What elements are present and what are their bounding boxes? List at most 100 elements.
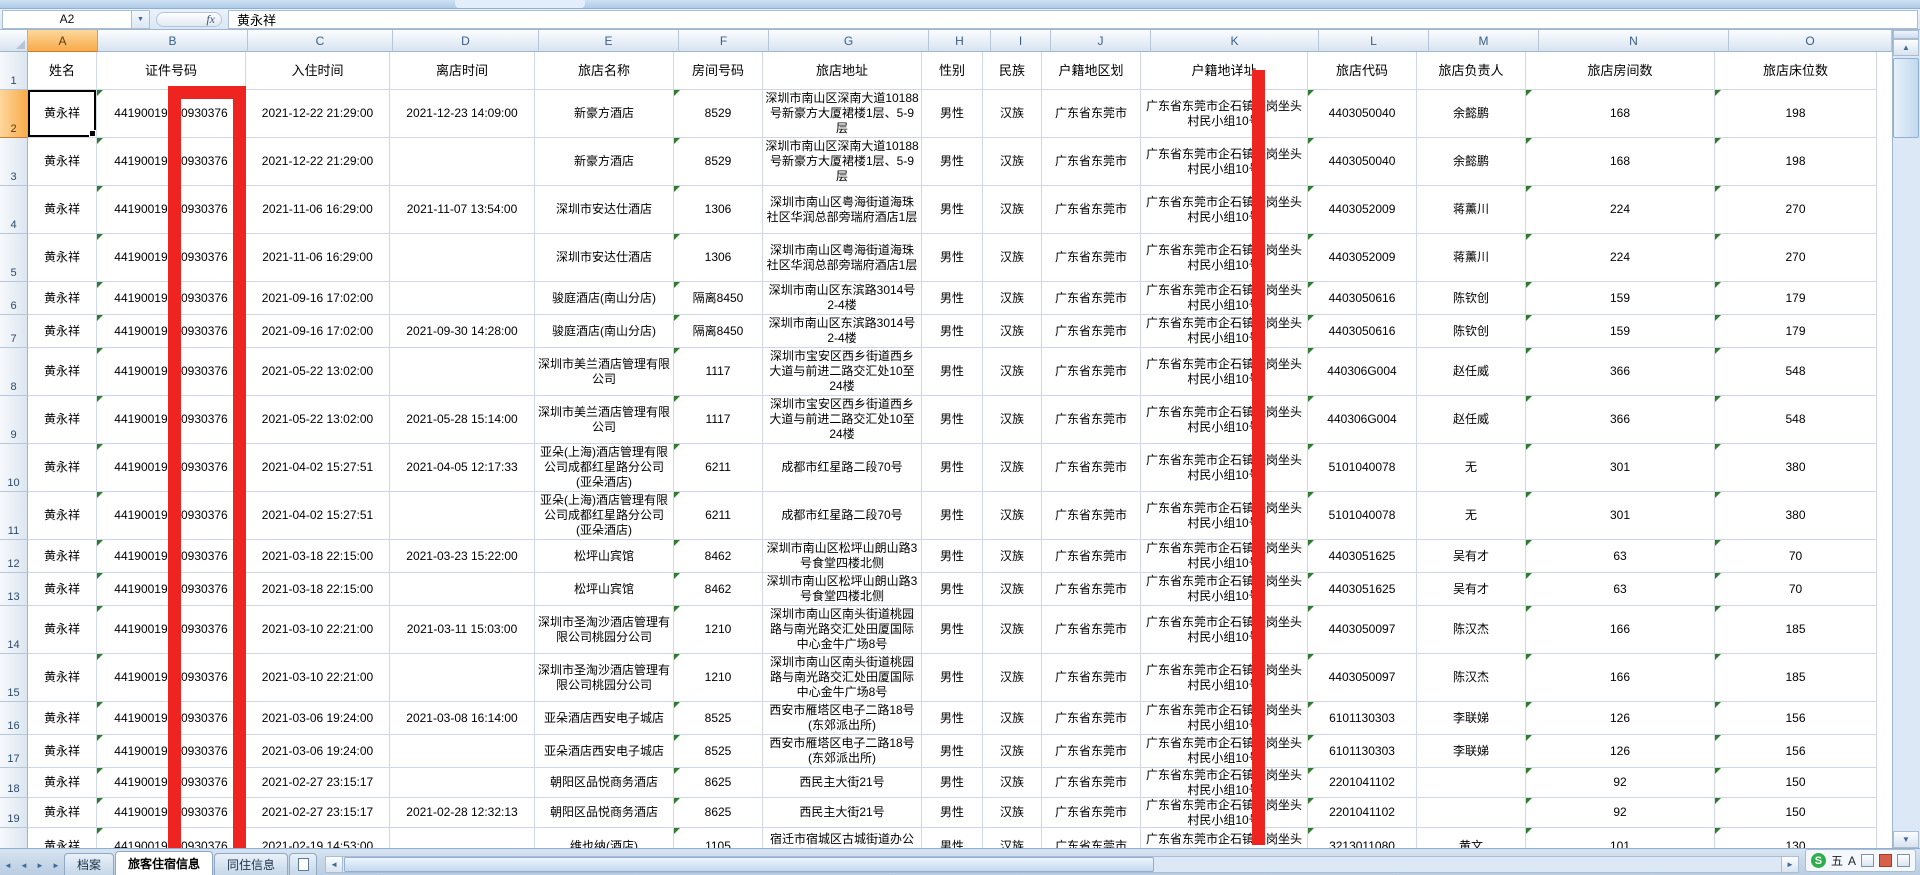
cell-G17[interactable]: 西安市雁塔区电子二路18号(东郊派出所) xyxy=(763,735,922,768)
cell-F5[interactable]: 1306 xyxy=(674,234,763,282)
cell-J16[interactable]: 广东省东莞市 xyxy=(1042,702,1141,735)
cell-M4[interactable]: 蒋薰川 xyxy=(1417,186,1526,234)
cell-M5[interactable]: 蒋薰川 xyxy=(1417,234,1526,282)
cell-O19[interactable]: 150 xyxy=(1715,798,1877,828)
cell-D19[interactable]: 2021-02-28 12:32:13 xyxy=(390,798,535,828)
cell-G11[interactable]: 成都市红星路二段70号 xyxy=(763,492,922,540)
name-box-dropdown-icon[interactable]: ▼ xyxy=(132,9,150,29)
cell-D11[interactable] xyxy=(390,492,535,540)
cell-C6[interactable]: 2021-09-16 17:02:00 xyxy=(246,282,390,315)
row-header-20[interactable]: 20 xyxy=(0,828,28,848)
column-header-I[interactable]: I xyxy=(991,30,1051,52)
cell-K16[interactable]: 广东省东莞市企石镇铁岗坐头村民小组10号 xyxy=(1141,702,1308,735)
cell-N14[interactable]: 166 xyxy=(1526,606,1715,654)
cell-J10[interactable]: 广东省东莞市 xyxy=(1042,444,1141,492)
column-header-J[interactable]: J xyxy=(1051,30,1151,52)
row-header-18[interactable]: 18 xyxy=(0,768,28,798)
cell-E8[interactable]: 深圳市美兰酒店管理有限公司 xyxy=(535,348,674,396)
header-cell-A1[interactable]: 姓名 xyxy=(28,52,97,90)
cell-A10[interactable]: 黄永祥 xyxy=(28,444,97,492)
cell-B8[interactable]: 44190019900930376 xyxy=(97,348,246,396)
cell-C17[interactable]: 2021-03-06 19:24:00 xyxy=(246,735,390,768)
cell-C20[interactable]: 2021-02-19 14:53:00 xyxy=(246,828,390,848)
cell-E18[interactable]: 朝阳区品悦商务酒店 xyxy=(535,768,674,798)
scroll-up-arrow-icon[interactable]: ▲ xyxy=(1893,39,1919,56)
cell-E20[interactable]: 维也纳(酒店) xyxy=(535,828,674,848)
cell-G3[interactable]: 深圳市南山区深南大道10188号新豪方大厦裙楼1层、5-9层 xyxy=(763,138,922,186)
cell-H2[interactable]: 男性 xyxy=(922,90,983,138)
cell-N10[interactable]: 301 xyxy=(1526,444,1715,492)
cell-L9[interactable]: 440306G004 xyxy=(1308,396,1417,444)
cell-K8[interactable]: 广东省东莞市企石镇铁岗坐头村民小组10号 xyxy=(1141,348,1308,396)
cell-A4[interactable]: 黄永祥 xyxy=(28,186,97,234)
cell-G5[interactable]: 深圳市南山区粤海街道海珠社区华润总部旁瑞府酒店1层 xyxy=(763,234,922,282)
cell-J18[interactable]: 广东省东莞市 xyxy=(1042,768,1141,798)
cell-E16[interactable]: 亚朵酒店西安电子城店 xyxy=(535,702,674,735)
cell-L20[interactable]: 3213011080 xyxy=(1308,828,1417,848)
cell-N11[interactable]: 301 xyxy=(1526,492,1715,540)
cell-H3[interactable]: 男性 xyxy=(922,138,983,186)
cell-I2[interactable]: 汉族 xyxy=(983,90,1042,138)
cell-M8[interactable]: 赵任威 xyxy=(1417,348,1526,396)
cell-O13[interactable]: 70 xyxy=(1715,573,1877,606)
cell-J3[interactable]: 广东省东莞市 xyxy=(1042,138,1141,186)
cell-K7[interactable]: 广东省东莞市企石镇铁岗坐头村民小组10号 xyxy=(1141,315,1308,348)
column-header-A[interactable]: A xyxy=(28,30,98,52)
cell-H12[interactable]: 男性 xyxy=(922,540,983,573)
cell-I7[interactable]: 汉族 xyxy=(983,315,1042,348)
vertical-scrollbar[interactable]: ▲ ▼ xyxy=(1892,30,1920,848)
cell-H4[interactable]: 男性 xyxy=(922,186,983,234)
header-cell-H1[interactable]: 性别 xyxy=(922,52,983,90)
cell-K14[interactable]: 广东省东莞市企石镇铁岗坐头村民小组10号 xyxy=(1141,606,1308,654)
cell-F11[interactable]: 6211 xyxy=(674,492,763,540)
cell-N3[interactable]: 168 xyxy=(1526,138,1715,186)
cell-D15[interactable] xyxy=(390,654,535,702)
cell-I11[interactable]: 汉族 xyxy=(983,492,1042,540)
scroll-down-arrow-icon[interactable]: ▼ xyxy=(1893,831,1919,848)
cell-M12[interactable]: 吴有才 xyxy=(1417,540,1526,573)
cell-L5[interactable]: 4403052009 xyxy=(1308,234,1417,282)
cell-C8[interactable]: 2021-05-22 13:02:00 xyxy=(246,348,390,396)
cell-N8[interactable]: 366 xyxy=(1526,348,1715,396)
cell-A16[interactable]: 黄永祥 xyxy=(28,702,97,735)
cell-A2[interactable]: 黄永祥 xyxy=(28,90,97,138)
scroll-right-arrow-icon[interactable]: ► xyxy=(1780,857,1798,872)
cell-B14[interactable]: 44190019900930376 xyxy=(97,606,246,654)
cell-D9[interactable]: 2021-05-28 15:14:00 xyxy=(390,396,535,444)
cell-H16[interactable]: 男性 xyxy=(922,702,983,735)
cell-E6[interactable]: 骏庭酒店(南山分店) xyxy=(535,282,674,315)
cell-H10[interactable]: 男性 xyxy=(922,444,983,492)
cell-J7[interactable]: 广东省东莞市 xyxy=(1042,315,1141,348)
cell-G20[interactable]: 宿迁市宿城区古城街道办公大楼(地上北二层) xyxy=(763,828,922,848)
row-header-1[interactable]: 1 xyxy=(0,52,28,90)
cell-A6[interactable]: 黄永祥 xyxy=(28,282,97,315)
cell-A7[interactable]: 黄永祥 xyxy=(28,315,97,348)
cell-E12[interactable]: 松坪山宾馆 xyxy=(535,540,674,573)
cell-B3[interactable]: 44190019900930376 xyxy=(97,138,246,186)
ime-wubi-mode[interactable]: 五 xyxy=(1830,854,1843,868)
header-cell-C1[interactable]: 入住时间 xyxy=(246,52,390,90)
cell-O6[interactable]: 179 xyxy=(1715,282,1877,315)
cell-H18[interactable]: 男性 xyxy=(922,768,983,798)
cell-M6[interactable]: 陈钦创 xyxy=(1417,282,1526,315)
cell-G2[interactable]: 深圳市南山区深南大道10188号新豪方大厦裙楼1层、5-9层 xyxy=(763,90,922,138)
cell-I3[interactable]: 汉族 xyxy=(983,138,1042,186)
cell-F17[interactable]: 8525 xyxy=(674,735,763,768)
cell-F15[interactable]: 1210 xyxy=(674,654,763,702)
cell-O4[interactable]: 270 xyxy=(1715,186,1877,234)
next-sheet-arrow-icon[interactable]: ► xyxy=(36,860,44,870)
cell-I6[interactable]: 汉族 xyxy=(983,282,1042,315)
cell-N7[interactable]: 159 xyxy=(1526,315,1715,348)
cell-B6[interactable]: 44190019900930376 xyxy=(97,282,246,315)
cell-L2[interactable]: 4403050040 xyxy=(1308,90,1417,138)
cell-K4[interactable]: 广东省东莞市企石镇铁岗坐头村民小组10号 xyxy=(1141,186,1308,234)
cell-H17[interactable]: 男性 xyxy=(922,735,983,768)
cell-B16[interactable]: 44190019900930376 xyxy=(97,702,246,735)
cell-O3[interactable]: 198 xyxy=(1715,138,1877,186)
cell-L16[interactable]: 6101130303 xyxy=(1308,702,1417,735)
column-header-E[interactable]: E xyxy=(539,30,679,52)
column-header-C[interactable]: C xyxy=(248,30,393,52)
cell-I13[interactable]: 汉族 xyxy=(983,573,1042,606)
hscroll-thumb[interactable] xyxy=(344,857,1154,872)
cell-D2[interactable]: 2021-12-23 14:09:00 xyxy=(390,90,535,138)
